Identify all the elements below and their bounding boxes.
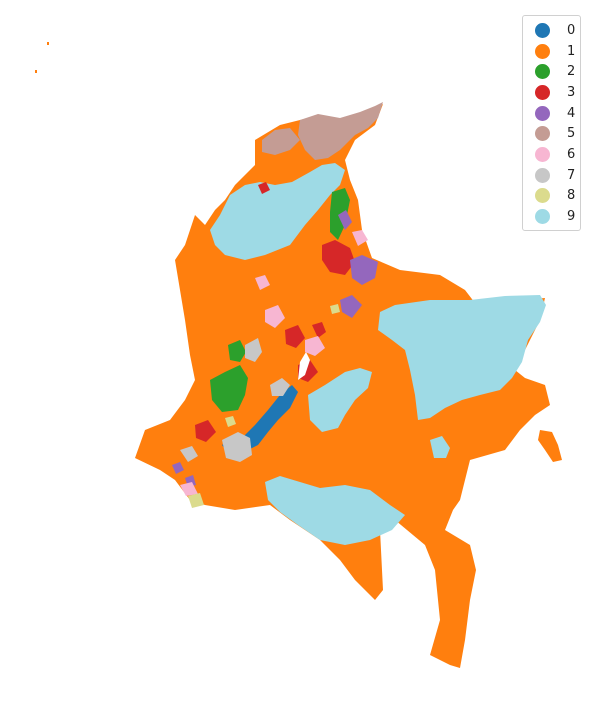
legend-label: 8 — [567, 188, 576, 204]
bogota-gap — [298, 352, 310, 380]
guajira-region-class-5 — [298, 102, 383, 160]
highland-region-class-7 — [222, 432, 252, 462]
cesar-class-6 — [352, 230, 368, 246]
legend-entry: 7 — [523, 165, 580, 186]
legend-label: 7 — [567, 167, 576, 183]
legend-marker-icon — [535, 84, 550, 100]
legend-label: 4 — [567, 105, 576, 121]
guaviare-region-class-9 — [430, 436, 450, 458]
caldas-class-6 — [265, 305, 285, 328]
legend-label: 5 — [567, 126, 576, 142]
bogota-class-6 — [305, 336, 325, 356]
legend-entry: 5 — [523, 123, 580, 144]
boyaca-class-8 — [330, 304, 340, 314]
meta-region-class-9 — [308, 368, 372, 432]
boyaca-class-4 — [340, 295, 362, 318]
north-class-3 — [258, 182, 270, 194]
legend-label: 6 — [567, 146, 576, 162]
legend-entry: 2 — [523, 61, 580, 82]
map-legend: 0 1 2 3 4 5 6 7 8 9 — [522, 15, 581, 231]
antioquia-class-3 — [285, 325, 305, 348]
pacific-region-class-2 — [210, 365, 248, 412]
north-pacific-class-2 — [228, 340, 246, 362]
legend-entry: 6 — [523, 144, 580, 165]
legend-label: 3 — [567, 84, 576, 100]
legend-marker-icon — [535, 64, 550, 80]
legend-entry: 3 — [523, 82, 580, 103]
south-class-7 — [180, 446, 198, 462]
legend-marker-icon — [535, 146, 550, 162]
andean-valley-class-0 — [240, 385, 298, 450]
santander-class-3 — [322, 240, 355, 275]
risaralda-class-6 — [255, 275, 270, 290]
boyaca-class-3 — [312, 322, 326, 338]
legend-label: 0 — [567, 22, 576, 38]
antioquia-class-7 — [245, 338, 262, 362]
legend-marker-icon — [535, 188, 550, 204]
legend-label: 2 — [567, 64, 576, 80]
legend-marker-icon — [535, 43, 550, 59]
legend-marker-icon — [535, 167, 550, 183]
san-andres-islands — [35, 42, 49, 73]
legend-entry: 0 — [523, 20, 580, 41]
legend-marker-icon — [535, 22, 550, 38]
nariño-class-4 — [172, 462, 184, 474]
legend-label: 1 — [567, 43, 576, 59]
legend-entry: 9 — [523, 206, 580, 227]
legend-entry: 1 — [523, 41, 580, 62]
nariño-class-6 — [180, 482, 198, 496]
cundinamarca-class-7 — [270, 378, 290, 396]
legend-marker-icon — [535, 126, 550, 142]
vichada-region-class-9 — [378, 295, 546, 420]
cauca-class-3 — [195, 420, 216, 442]
norte-santander-class-4 — [338, 210, 352, 230]
legend-marker-icon — [535, 209, 550, 225]
nariño-class-8 — [188, 493, 204, 508]
legend-entry: 8 — [523, 186, 580, 207]
legend-label: 9 — [567, 209, 576, 225]
santander-east-class-4 — [350, 255, 378, 285]
legend-marker-icon — [535, 105, 550, 121]
legend-entry: 4 — [523, 103, 580, 124]
amazon-region-class-9 — [265, 476, 405, 545]
caribbean-region-class-9 — [210, 163, 345, 260]
valle-class-8 — [225, 416, 236, 427]
orinoquia-east-region — [538, 430, 562, 462]
caribbean-coast-class-5 — [262, 128, 300, 155]
